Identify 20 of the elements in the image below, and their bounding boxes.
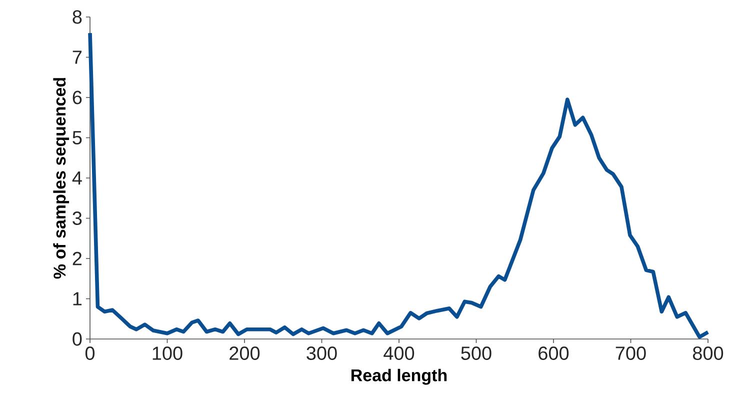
x-tick-label: 700 [616,346,646,360]
y-tick-label: 3 [72,212,82,225]
x-tick-label: 500 [461,346,492,360]
y-tick-label: 0 [72,332,82,346]
y-axis-title: % of samples sequenced [53,78,70,279]
x-tick-label: 200 [230,346,260,360]
y-tick-label: 7 [72,50,82,64]
x-tick-label: 0 [85,346,95,360]
x-tick-label: 600 [538,346,569,360]
y-tick-label: 1 [73,292,82,306]
x-tick-label: 800 [692,346,724,360]
x-tick-label: 100 [152,346,182,360]
y-tick-label: 8 [72,10,82,24]
y-tick-label: 5 [72,131,82,144]
x-tick-label: 400 [384,346,414,360]
x-axis-title: Read length [352,368,447,385]
y-tick-label: 2 [72,252,82,266]
y-tick-label: 6 [72,90,82,104]
y-tick-label: 4 [72,171,82,185]
x-tick-label: 300 [306,346,337,360]
